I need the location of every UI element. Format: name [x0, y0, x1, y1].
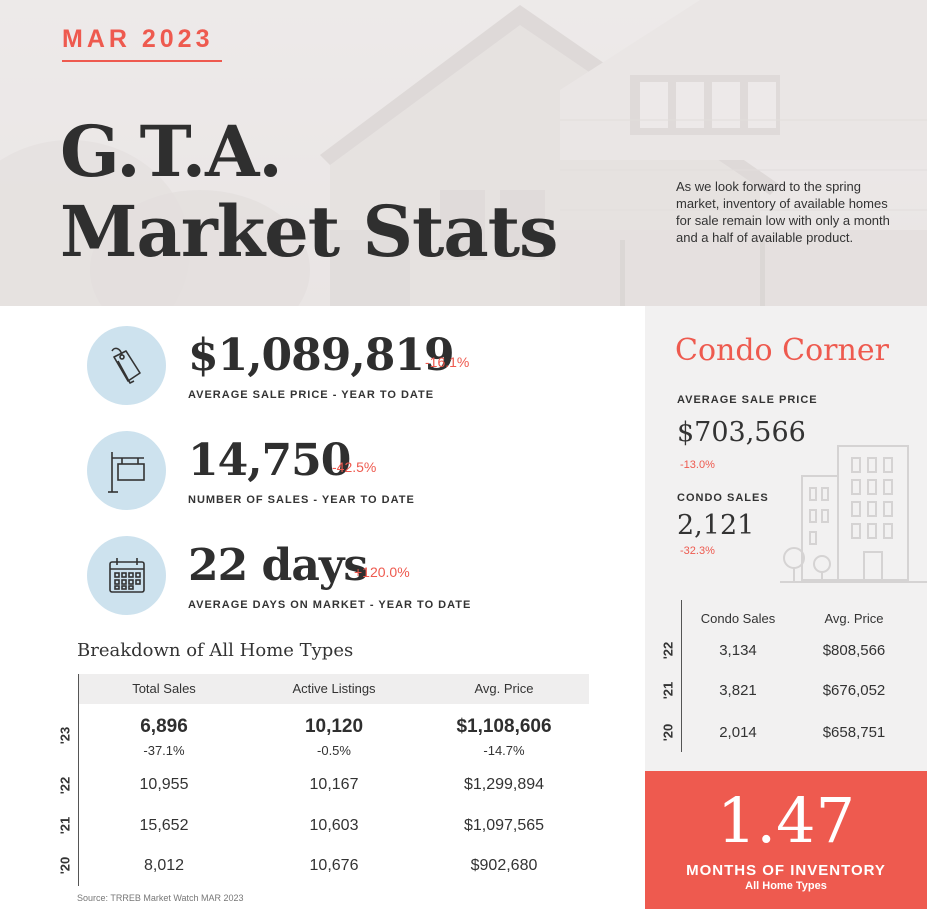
- table-cell: $1,097,565: [463, 817, 545, 834]
- breakdown-table-header: Total Sales Active Listings Avg. Price: [79, 674, 589, 704]
- condo-sales-label: CONDO SALES: [677, 492, 769, 504]
- table-cell: $1,108,606: [456, 716, 552, 737]
- condo-sales-value: 2,121: [677, 510, 755, 541]
- average-sale-price-caption: AVERAGE SALE PRICE - YEAR TO DATE: [188, 389, 435, 401]
- column-header-avg-price: Avg. Price: [474, 681, 534, 696]
- stat-average-sale-price: $1,089,819 -16.1% AVERAGE SALE PRICE - Y…: [87, 326, 607, 418]
- calendar-icon: [87, 536, 166, 615]
- months-of-inventory-box: 1.47 MONTHS OF INVENTORY All Home Types: [645, 771, 927, 909]
- column-header-active-listings: Active Listings: [292, 681, 376, 696]
- breakdown-title: Breakdown of All Home Types: [77, 640, 354, 661]
- average-sale-price-value: $1,089,819: [188, 330, 455, 381]
- hero-description: As we look forward to the spring market,…: [676, 179, 890, 245]
- condo-avg-price-change: -13.0%: [680, 459, 715, 471]
- year-label-2023: '23: [57, 726, 73, 745]
- condo-year-label-2020: '20: [660, 723, 676, 742]
- table-cell: $1,299,894: [463, 776, 545, 793]
- table-cell: $658,751: [822, 724, 886, 741]
- column-header-condo-sales: Condo Sales: [700, 611, 776, 626]
- year-label-2020: '20: [57, 856, 73, 875]
- price-tag-icon: [87, 326, 166, 405]
- number-of-sales-caption: NUMBER OF SALES - YEAR TO DATE: [188, 494, 415, 506]
- table-cell: $676,052: [822, 682, 886, 699]
- table-cell: 6,896: [140, 716, 188, 737]
- report-date: MAR 2023: [62, 25, 214, 53]
- page-title: G.T.A. Market Stats: [60, 110, 558, 273]
- table-cell: 10,955: [139, 776, 189, 793]
- stat-days-on-market: 22 days +120.0% AVERAGE DAYS ON MARKET -…: [87, 536, 607, 628]
- table-cell: 15,652: [139, 817, 189, 834]
- months-of-inventory-label: MONTHS OF INVENTORY: [686, 862, 886, 879]
- sale-sign-icon: [87, 431, 166, 510]
- condo-year-axis-line: [681, 600, 682, 752]
- number-of-sales-change: -42.5%: [332, 459, 377, 475]
- column-header-condo-avg-price: Avg. Price: [824, 611, 884, 626]
- condo-avg-price-value: $703,566: [677, 417, 806, 448]
- table-cell-change: -0.5%: [317, 743, 351, 758]
- page-title-line2: Market Stats: [60, 190, 558, 273]
- table-cell: 10,167: [309, 776, 359, 793]
- date-underline-divider: [62, 60, 222, 62]
- table-cell-change: -37.1%: [143, 743, 185, 758]
- condo-corner-panel: [645, 306, 927, 771]
- condo-sales-change: -32.3%: [680, 545, 715, 557]
- days-on-market-change: +120.0%: [354, 564, 410, 580]
- table-cell: $808,566: [822, 642, 886, 659]
- table-cell: 3,134: [719, 642, 757, 659]
- table-cell: 2,014: [719, 724, 757, 741]
- table-cell: $902,680: [470, 857, 538, 874]
- table-cell: 10,676: [309, 857, 359, 874]
- source-note: Source: TRREB Market Watch MAR 2023: [77, 893, 244, 903]
- months-of-inventory-sublabel: All Home Types: [745, 880, 827, 892]
- table-cell: 8,012: [143, 857, 185, 874]
- condo-year-label-2021: '21: [660, 681, 676, 700]
- stat-number-of-sales: 14,750 -42.5% NUMBER OF SALES - YEAR TO …: [87, 431, 607, 523]
- condo-year-label-2022: '22: [660, 641, 676, 660]
- number-of-sales-value: 14,750: [188, 435, 351, 486]
- days-on-market-caption: AVERAGE DAYS ON MARKET - YEAR TO DATE: [188, 599, 472, 611]
- days-on-market-value: 22 days: [188, 540, 368, 591]
- breakdown-year-axis-line: [78, 674, 79, 886]
- house-background-image: [0, 0, 927, 306]
- table-cell-change: -14.7%: [483, 743, 525, 758]
- months-of-inventory-value: 1.47: [716, 784, 856, 857]
- year-label-2022: '22: [57, 776, 73, 795]
- column-header-total-sales: Total Sales: [132, 681, 196, 696]
- table-cell: 10,120: [304, 716, 364, 737]
- average-sale-price-change: -16.1%: [425, 354, 470, 370]
- year-label-2021: '21: [57, 816, 73, 835]
- page-title-line1: G.T.A.: [60, 110, 283, 193]
- condo-buildings-icon: [780, 445, 927, 583]
- condo-corner-title: Condo Corner: [675, 333, 889, 368]
- condo-avg-price-label: AVERAGE SALE PRICE: [677, 394, 818, 406]
- table-cell: 3,821: [719, 682, 757, 699]
- hero-banner: MAR 2023 G.T.A. Market Stats As we look …: [0, 0, 927, 306]
- table-cell: 10,603: [309, 817, 359, 834]
